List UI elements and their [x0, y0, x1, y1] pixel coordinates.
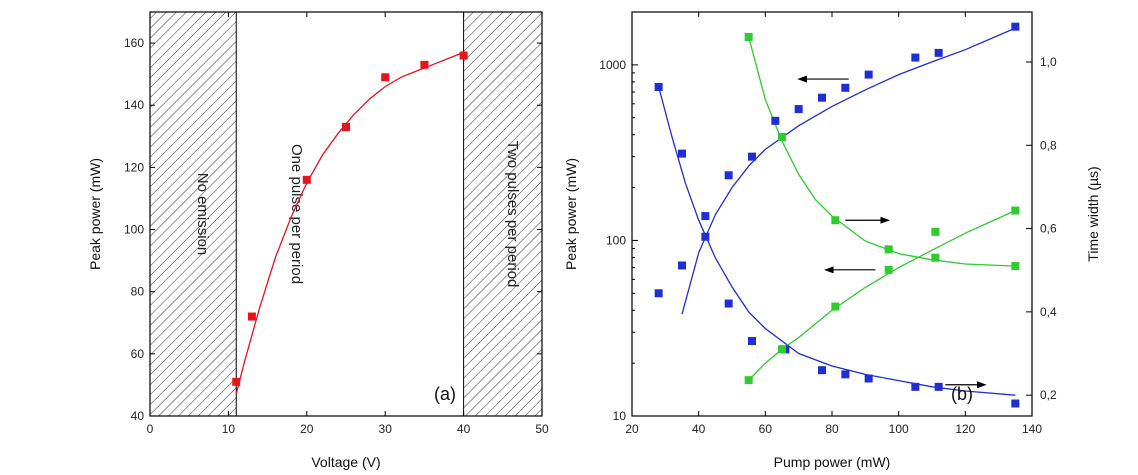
x-tick-label: 60 — [759, 422, 773, 436]
y2-tick-label: 0,4 — [1040, 305, 1057, 319]
data-point — [701, 212, 710, 221]
data-point — [748, 152, 756, 161]
y-tick-label: 60 — [131, 347, 145, 361]
x-tick-label: 140 — [1022, 422, 1042, 436]
x-tick-label: 40 — [457, 422, 471, 436]
x-tick-label: 120 — [955, 422, 975, 436]
panel-b-x-axis-label: Pump power (mW) — [774, 454, 891, 470]
data-point — [794, 105, 803, 114]
x-tick-label: 40 — [692, 422, 706, 436]
data-point — [678, 149, 686, 158]
y-tick-label: 80 — [131, 285, 145, 299]
panel-a-frame — [149, 11, 543, 417]
data-point — [934, 382, 943, 391]
data-point — [831, 216, 840, 225]
data-point — [1011, 206, 1020, 215]
x-tick-label: 100 — [889, 422, 909, 436]
fit-curve — [748, 209, 1016, 381]
data-point — [701, 232, 710, 241]
data-point — [831, 302, 840, 311]
data-point — [420, 60, 429, 69]
data-point — [381, 73, 390, 82]
data-point — [232, 377, 241, 386]
fit-curve — [235, 51, 464, 395]
fit-curve — [658, 86, 1016, 396]
data-point — [864, 70, 873, 79]
data-point — [911, 382, 920, 391]
data-point — [342, 122, 350, 131]
x-tick-label: 20 — [625, 422, 639, 436]
x-tick-label: 20 — [300, 422, 314, 436]
data-point — [744, 32, 753, 41]
y-tick-label: 40 — [131, 409, 145, 423]
x-tick-label: 0 — [147, 422, 154, 436]
data-point — [884, 265, 893, 274]
y-tick-label: 120 — [124, 160, 144, 174]
y-tick-label: 100 — [124, 223, 144, 237]
panel-a-y-axis-label: Peak power (mW) — [87, 158, 103, 270]
data-point — [748, 337, 756, 346]
data-point — [302, 175, 311, 184]
y-tick-label: 10 — [613, 409, 627, 423]
data-point — [841, 83, 850, 92]
data-point — [931, 253, 940, 262]
data-point — [724, 299, 733, 308]
data-point — [459, 51, 468, 60]
data-point — [1011, 399, 1020, 408]
data-point — [744, 376, 753, 385]
hatched-region — [463, 12, 542, 416]
data-point — [884, 245, 893, 254]
hatched-region — [150, 12, 237, 416]
data-point — [778, 132, 786, 141]
data-point — [771, 116, 780, 125]
panel-b-y2-axis-label: Time width (µs) — [1085, 166, 1101, 261]
panel-b-frame — [631, 11, 1033, 417]
panel-b-label: (b) — [951, 384, 973, 404]
panel-b-y-axis-label: Peak power (mW) — [563, 158, 579, 270]
data-point — [934, 48, 943, 57]
data-point — [864, 374, 873, 383]
y-tick-label: 1000 — [599, 58, 626, 72]
panel-a-label: (a) — [434, 384, 456, 404]
data-point — [247, 312, 256, 321]
panel-a-x-axis-label: Voltage (V) — [311, 454, 380, 470]
y-tick-label: 100 — [606, 233, 626, 247]
fit-curve — [748, 36, 1016, 267]
data-point — [678, 261, 686, 270]
region-label: No emission — [194, 173, 211, 256]
y2-tick-label: 0,2 — [1040, 388, 1057, 402]
data-point — [818, 366, 826, 375]
y2-tick-label: 0,8 — [1040, 138, 1057, 152]
x-tick-label: 30 — [379, 422, 393, 436]
y-tick-label: 160 — [124, 36, 144, 50]
data-point — [654, 289, 663, 298]
data-point — [1011, 22, 1020, 31]
region-label: Two pulses per period — [504, 141, 521, 288]
data-point — [724, 171, 733, 180]
data-point — [1011, 262, 1020, 271]
x-tick-label: 10 — [222, 422, 236, 436]
data-point — [654, 82, 663, 91]
data-point — [778, 345, 786, 354]
data-point — [841, 370, 850, 379]
panel-b: 20 40 60 80 100 120 140 10 100 1000 0,2 0,4 0,6 0,8… — [563, 11, 1101, 470]
data-point — [931, 227, 940, 236]
data-point — [911, 53, 920, 62]
y2-tick-label: 0,6 — [1040, 222, 1057, 236]
data-point — [818, 93, 826, 102]
fit-curve — [681, 27, 1016, 315]
x-tick-label: 80 — [825, 422, 839, 436]
region-label: One pulse per period — [288, 144, 305, 284]
x-tick-label: 50 — [535, 422, 549, 436]
panel-a: No emission One pulse per period Two pulse… — [87, 11, 549, 470]
y2-tick-label: 1,0 — [1040, 55, 1057, 69]
y-tick-label: 140 — [124, 98, 144, 112]
